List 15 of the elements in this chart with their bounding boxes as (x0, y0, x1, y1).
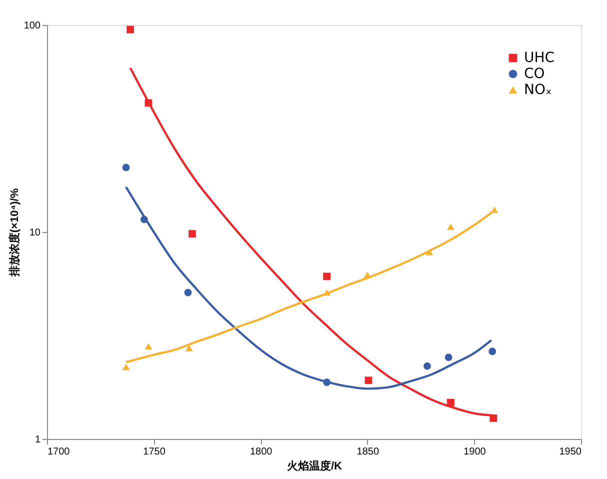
legend-label: UHC (524, 50, 555, 66)
y-tick-label: 1 (34, 434, 41, 446)
x-tick-label: 1700 (48, 446, 70, 458)
legend-label: CO (524, 66, 545, 82)
legend-label: NOₓ (524, 82, 552, 98)
x-tick-label: 1750 (143, 446, 166, 458)
x-axis-title: 火焰温度/K (287, 460, 342, 472)
x-tick-label: 1800 (250, 446, 273, 458)
x-tick-label: 1950 (559, 446, 582, 458)
y-tick-label: 100 (24, 20, 41, 32)
y-axis-title: 排放浓度(×10⁴)/% (8, 188, 21, 278)
line-series (124, 186, 492, 390)
x-tick-label: 1900 (464, 446, 486, 458)
x-tick-label: 1850 (356, 446, 380, 458)
y-tick-label: 10 (29, 228, 41, 238)
